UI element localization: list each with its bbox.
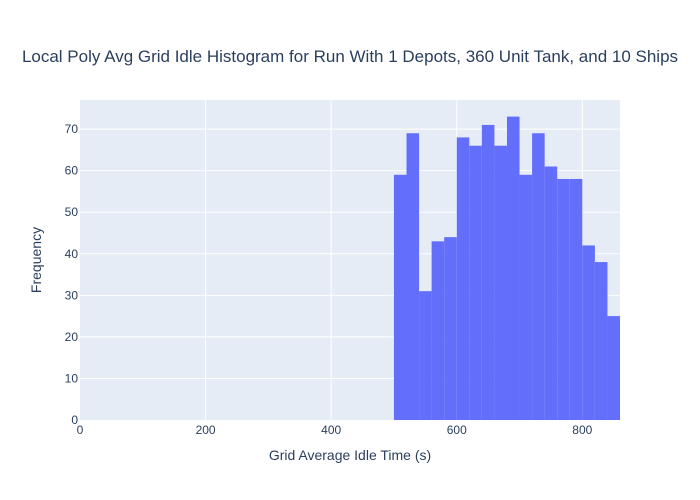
x-tick-label: 400 bbox=[321, 423, 341, 437]
histogram-bar bbox=[444, 237, 457, 420]
x-tick-label: 600 bbox=[447, 423, 467, 437]
histogram-bars bbox=[393, 116, 620, 421]
y-tick-label: 40 bbox=[65, 247, 79, 261]
histogram-bar bbox=[506, 116, 520, 420]
histogram-bar bbox=[406, 133, 420, 420]
chart-title: Local Poly Avg Grid Idle Histogram for R… bbox=[22, 47, 678, 66]
x-tick-label: 0 bbox=[77, 423, 84, 437]
y-axis-ticks: 0 10 20 30 40 50 60 70 bbox=[65, 122, 79, 427]
histogram-bar bbox=[469, 145, 482, 420]
histogram-bar bbox=[431, 241, 445, 420]
x-axis-ticks: 0 200 400 600 800 bbox=[77, 423, 593, 437]
y-axis-title: Frequency bbox=[28, 227, 44, 293]
y-tick-label: 70 bbox=[65, 122, 79, 136]
histogram-bar bbox=[544, 166, 558, 420]
x-tick-label: 800 bbox=[572, 423, 592, 437]
histogram-bar bbox=[494, 145, 507, 420]
histogram-bar bbox=[532, 133, 545, 420]
x-tick-label: 200 bbox=[196, 423, 216, 437]
y-tick-label: 60 bbox=[65, 164, 79, 178]
y-tick-label: 10 bbox=[65, 371, 79, 385]
y-tick-label: 20 bbox=[65, 330, 79, 344]
histogram-bar bbox=[456, 137, 470, 421]
histogram-bar bbox=[419, 291, 432, 420]
histogram-bar bbox=[569, 178, 583, 420]
histogram-bar bbox=[557, 178, 570, 420]
y-tick-label: 30 bbox=[65, 288, 79, 302]
y-tick-label: 0 bbox=[71, 413, 78, 427]
histogram-bar bbox=[519, 174, 533, 420]
histogram-bar bbox=[582, 245, 595, 420]
histogram-bar bbox=[393, 174, 407, 420]
histogram-bar bbox=[607, 316, 620, 420]
x-axis-title: Grid Average Idle Time (s) bbox=[269, 447, 431, 463]
y-tick-label: 50 bbox=[65, 205, 79, 219]
histogram-bar bbox=[481, 124, 495, 421]
histogram-bar bbox=[594, 262, 608, 420]
